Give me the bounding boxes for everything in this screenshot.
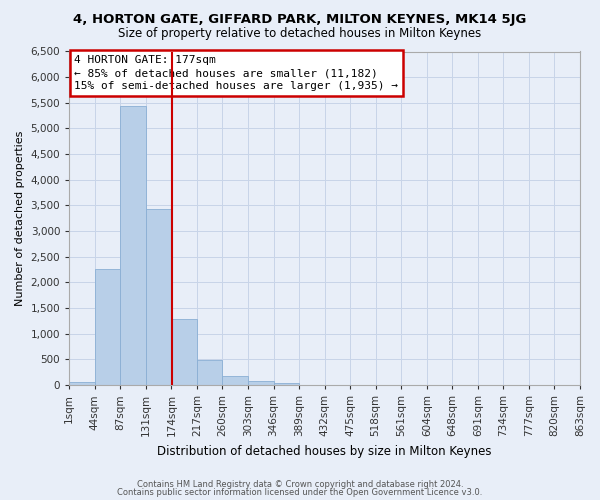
Bar	[197, 360, 223, 385]
Bar	[223, 376, 248, 385]
Bar	[172, 319, 197, 385]
Text: Contains public sector information licensed under the Open Government Licence v3: Contains public sector information licen…	[118, 488, 482, 497]
Bar	[69, 382, 95, 385]
Text: 4, HORTON GATE, GIFFARD PARK, MILTON KEYNES, MK14 5JG: 4, HORTON GATE, GIFFARD PARK, MILTON KEY…	[73, 12, 527, 26]
Y-axis label: Number of detached properties: Number of detached properties	[15, 130, 25, 306]
Text: 4 HORTON GATE: 177sqm
← 85% of detached houses are smaller (11,182)
15% of semi-: 4 HORTON GATE: 177sqm ← 85% of detached …	[74, 55, 398, 91]
Bar	[146, 209, 172, 385]
Bar	[120, 106, 146, 385]
X-axis label: Distribution of detached houses by size in Milton Keynes: Distribution of detached houses by size …	[157, 444, 492, 458]
Bar	[248, 381, 274, 385]
Text: Size of property relative to detached houses in Milton Keynes: Size of property relative to detached ho…	[118, 28, 482, 40]
Text: Contains HM Land Registry data © Crown copyright and database right 2024.: Contains HM Land Registry data © Crown c…	[137, 480, 463, 489]
Bar	[274, 384, 299, 385]
Bar	[95, 268, 120, 385]
